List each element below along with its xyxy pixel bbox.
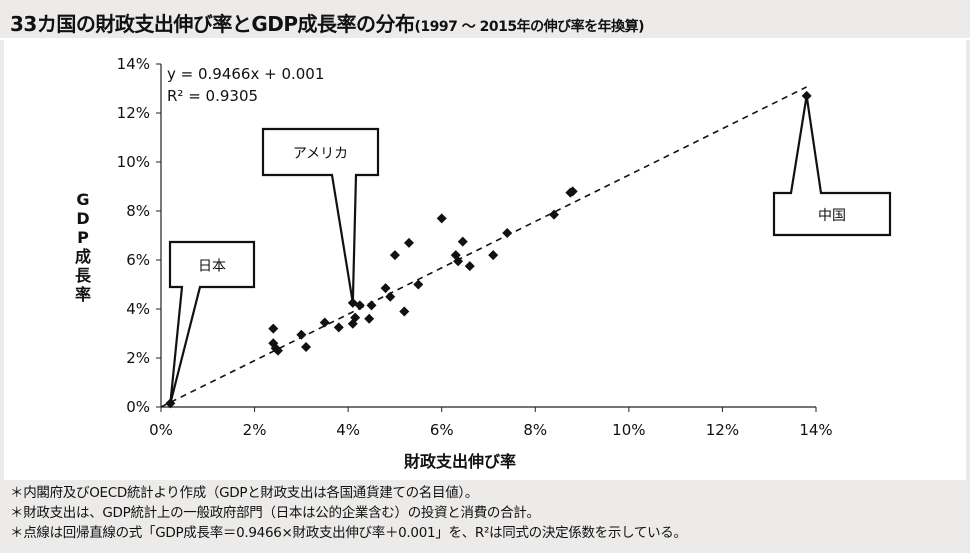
data-point (301, 341, 312, 352)
data-point (165, 398, 176, 409)
china-callout-label: 中国 (818, 208, 846, 224)
y-tick-label: 6% (126, 251, 150, 269)
x-tick-label: 10% (612, 421, 645, 439)
y-axis-label-char: G (76, 190, 89, 209)
x-tick-label: 4% (336, 421, 360, 439)
footnote-definition: ＊財政支出は、GDP統計上の一般政府部門（日本は公的企業含む）の投資と消費の合計… (10, 505, 540, 521)
footnote-source: ＊内閣府及びOECD統計より作成（GDPと財政支出は各国通貨建ての名目値）。 (10, 485, 479, 501)
y-tick-label: 0% (126, 398, 150, 416)
y-tick-label: 2% (126, 349, 150, 367)
x-tick-label: 12% (706, 421, 739, 439)
y-axis-label-char: 成 (75, 247, 91, 266)
data-point (502, 228, 513, 239)
usa-callout-label: アメリカ (293, 146, 348, 162)
y-tick-label: 8% (126, 202, 150, 220)
title-divider (0, 38, 970, 40)
y-axis-label-char: D (76, 209, 89, 228)
data-point (413, 279, 424, 290)
x-tick-label: 8% (523, 421, 547, 439)
y-tick-label: 14% (117, 55, 150, 73)
data-point (268, 323, 279, 334)
chart-title-block: 33カ国の財政支出伸び率とGDP成長率の分布(1997 ～ 2015年の伸び率を… (10, 8, 645, 37)
x-tick-label: 0% (149, 421, 173, 439)
footnotes: ＊内閣府及びOECD統計より作成（GDPと財政支出は各国通貨建ての名目値）。 ＊… (10, 483, 687, 543)
data-point (272, 345, 283, 356)
y-tick-label: 4% (126, 300, 150, 318)
data-point (801, 90, 812, 101)
data-point (319, 317, 330, 328)
chart-title: 33カ国の財政支出伸び率とGDP成長率の分布 (10, 12, 415, 36)
chart-panel: 0% 2% 4% 6% 8% 10% 12% 14% 0% 2% 4% 6% 8% 10% 12% 14% 財政… (4, 40, 966, 550)
data-point (488, 250, 499, 261)
data-point (385, 291, 396, 302)
data-point (453, 256, 464, 267)
footnote-regression: ＊点線は回帰直線の式「GDP成長率＝0.9466×財政支出伸び率＋0.001」を… (10, 525, 687, 541)
data-point (380, 283, 391, 294)
x-axis-label: 財政支出伸び率 (404, 452, 516, 471)
data-point (296, 329, 307, 340)
data-point (350, 312, 361, 323)
data-point (457, 236, 468, 247)
data-point (549, 209, 559, 220)
japan-callout-box (168, 240, 256, 404)
regression-r2: R² = 0.9305 (167, 87, 258, 105)
scatter-chart: 0% 2% 4% 6% 8% 10% 12% 14% 0% 2% 4% 6% 8% 10% 12% 14% 財政… (4, 40, 966, 480)
data-point (354, 300, 365, 311)
y-tick-label: 12% (117, 104, 150, 122)
x-tick-label: 6% (430, 421, 454, 439)
data-point (403, 237, 414, 248)
y-tick-label: 10% (117, 153, 150, 171)
usa-callout-box (261, 127, 380, 304)
japan-callout-label: 日本 (198, 259, 226, 275)
y-axis-label-char: 率 (75, 285, 91, 304)
data-point (399, 306, 410, 317)
data-point (464, 261, 475, 272)
data-point (366, 300, 377, 311)
china-callout-box (772, 95, 892, 237)
data-point (389, 250, 400, 261)
data-point (567, 186, 578, 197)
y-axis-label-char: P (77, 228, 89, 247)
data-point (364, 313, 375, 324)
x-tick-label: 2% (243, 421, 267, 439)
chart-subtitle: (1997 ～ 2015年の伸び率を年換算) (414, 19, 645, 35)
data-point (436, 213, 447, 224)
data-point (333, 322, 344, 333)
x-tick-label: 14% (799, 421, 832, 439)
regression-equation: y = 0.9466x + 0.001 (167, 65, 324, 83)
y-axis-label-char: 長 (75, 266, 92, 285)
